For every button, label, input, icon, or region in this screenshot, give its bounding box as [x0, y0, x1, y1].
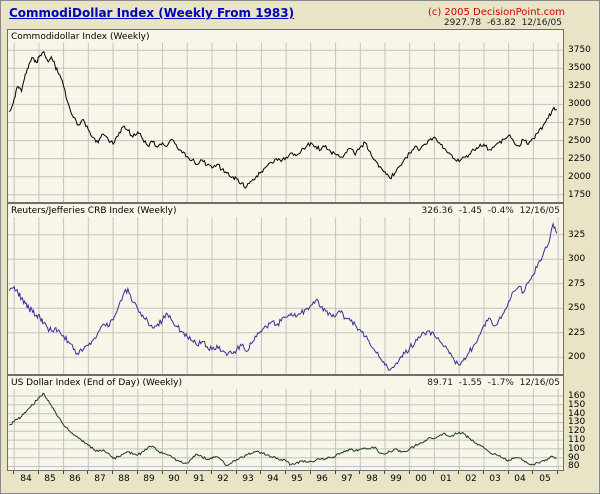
x-year-label: 96 — [316, 474, 328, 484]
crb-panel-label: Reuters/Jefferies CRB Index (Weekly) — [11, 206, 177, 216]
x-year-label: 92 — [217, 474, 229, 484]
y-tick-label: 130 — [568, 417, 586, 428]
copyright-notice: (c) 2005 DecisionPoint.com — [427, 7, 565, 18]
x-tick — [409, 471, 410, 474]
x-tick — [335, 471, 336, 474]
x-year-label: 02 — [465, 474, 477, 484]
x-tick — [260, 471, 261, 474]
x-year-label: 89 — [143, 474, 155, 484]
x-year-label: 03 — [489, 474, 501, 484]
x-tick — [458, 471, 459, 474]
commodidollar-panel-label: Commodidollar Index (Weekly) — [11, 32, 150, 42]
y-tick-label: 250 — [568, 303, 586, 314]
y-tick-label: 275 — [568, 278, 586, 289]
y-tick-label: 1750 — [568, 189, 591, 200]
x-tick — [557, 471, 558, 474]
crb-panel: Reuters/Jefferies CRB Index (Weekly) 326… — [7, 203, 564, 375]
x-year-label: 88 — [118, 474, 130, 484]
x-year-label: 93 — [242, 474, 254, 484]
x-year-label: 05 — [539, 474, 551, 484]
x-year-label: 94 — [267, 474, 279, 484]
x-tick — [63, 471, 64, 474]
y-tick-label: 3000 — [568, 99, 591, 110]
x-tick — [112, 471, 113, 474]
crb-plot — [8, 217, 563, 374]
x-tick — [186, 471, 187, 474]
x-year-label: 86 — [69, 474, 81, 484]
x-year-label: 84 — [20, 474, 32, 484]
x-tick — [13, 471, 14, 474]
y-tick-label: 2500 — [568, 135, 591, 146]
usd-plot — [8, 389, 563, 470]
y-tick-label: 200 — [568, 352, 586, 363]
x-year-label: 00 — [415, 474, 427, 484]
usd-panel: US Dollar Index (End of Day) (Weekly) 89… — [7, 375, 564, 471]
commodidollar-quote: 2927.78 -63.82 12/16/05 — [443, 18, 562, 28]
y-tick-label: 2000 — [568, 171, 591, 182]
x-tick — [359, 471, 360, 474]
x-tick — [38, 471, 39, 474]
x-tick — [211, 471, 212, 474]
y-tick-label: 150 — [568, 399, 586, 410]
y-tick-label: 225 — [568, 327, 586, 338]
x-year-label: 87 — [94, 474, 106, 484]
x-year-label: 01 — [440, 474, 452, 484]
x-tick — [137, 471, 138, 474]
y-tick-label: 2750 — [568, 117, 591, 128]
x-tick — [87, 471, 88, 474]
y-tick-label: 80 — [568, 461, 580, 472]
commodidollar-panel: Commodidollar Index (Weekly) — [7, 29, 564, 203]
y-tick-label: 2250 — [568, 153, 591, 164]
x-year-label: 91 — [193, 474, 205, 484]
y-tick-label: 100 — [568, 443, 586, 454]
y-tick-label: 90 — [568, 452, 580, 463]
x-tick — [162, 471, 163, 474]
usd-quote: 89.71 -1.55 -1.7% 12/16/05 — [427, 378, 560, 388]
x-tick — [310, 471, 311, 474]
commodidollar-plot — [8, 43, 563, 202]
y-tick-label: 3250 — [568, 81, 591, 92]
usd-panel-label: US Dollar Index (End of Day) (Weekly) — [11, 378, 182, 388]
x-tick — [508, 471, 509, 474]
x-year-label: 85 — [44, 474, 56, 484]
x-tick — [483, 471, 484, 474]
x-tick — [236, 471, 237, 474]
y-tick-label: 160 — [568, 391, 586, 402]
y-tick-label: 110 — [568, 435, 586, 446]
x-year-label: 90 — [168, 474, 180, 484]
x-tick — [285, 471, 286, 474]
x-year-label: 98 — [366, 474, 378, 484]
y-tick-label: 325 — [568, 229, 586, 240]
x-year-label: 95 — [291, 474, 303, 484]
page-title: CommodiDollar Index (Weekly From 1983) — [9, 6, 295, 20]
x-tick — [384, 471, 385, 474]
y-tick-label: 120 — [568, 426, 586, 437]
y-tick-label: 3500 — [568, 63, 591, 74]
y-tick-label: 140 — [568, 408, 586, 419]
x-tick — [532, 471, 533, 474]
x-year-label: 04 — [514, 474, 526, 484]
crb-quote: 326.36 -1.45 -0.4% 12/16/05 — [421, 206, 560, 216]
x-tick — [433, 471, 434, 474]
x-year-label: 97 — [341, 474, 353, 484]
y-tick-label: 3750 — [568, 45, 591, 56]
y-tick-label: 300 — [568, 254, 586, 265]
x-year-label: 99 — [390, 474, 402, 484]
x-axis-years: 84 85 86 87 88 89 90 91 92 93 94 95 96 97 98 99 00 01 02 03… — [7, 471, 564, 489]
